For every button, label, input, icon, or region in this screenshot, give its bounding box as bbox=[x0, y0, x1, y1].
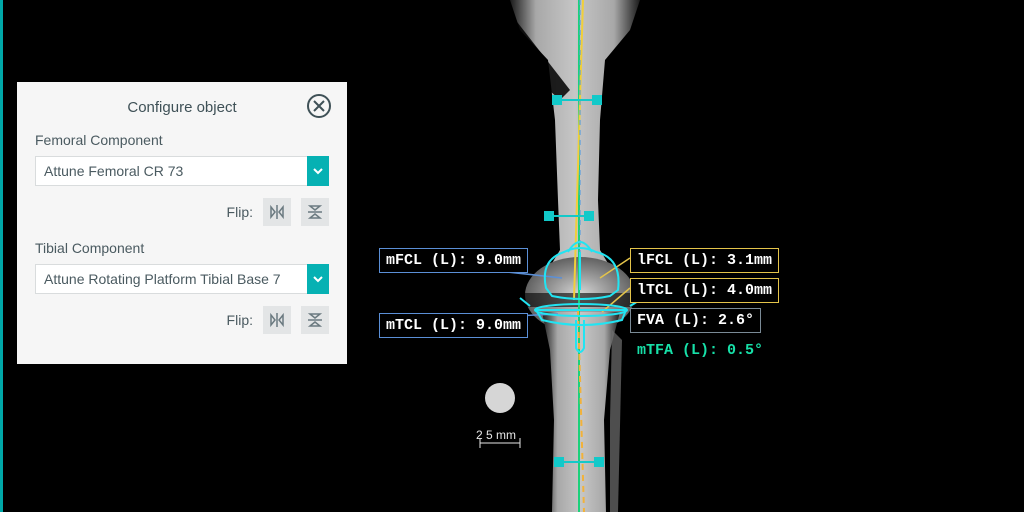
femoral-flip-vertical-button[interactable] bbox=[301, 198, 329, 226]
measurement-FVA[interactable]: FVA (L): 2.6° bbox=[630, 308, 761, 333]
panel-title: Configure object bbox=[127, 99, 236, 116]
flip-vertical-icon bbox=[306, 203, 324, 221]
femoral-label: Femoral Component bbox=[35, 132, 329, 148]
chevron-down-icon bbox=[313, 274, 323, 284]
measurement-lTCL[interactable]: lTCL (L): 4.0mm bbox=[630, 278, 779, 303]
measurement-mFCL[interactable]: mFCL (L): 9.0mm bbox=[379, 248, 528, 273]
tibial-flip-horizontal-button[interactable] bbox=[263, 306, 291, 334]
femoral-flip-label: Flip: bbox=[227, 204, 253, 220]
flip-horizontal-icon bbox=[268, 311, 286, 329]
femoral-select-caret[interactable] bbox=[307, 156, 329, 186]
configure-panel: Configure object Femoral Component Attun… bbox=[17, 82, 347, 364]
tibial-select-caret[interactable] bbox=[307, 264, 329, 294]
fibula bbox=[610, 330, 622, 512]
measurement-mTCL[interactable]: mTCL (L): 9.0mm bbox=[379, 313, 528, 338]
femoral-flip-horizontal-button[interactable] bbox=[263, 198, 291, 226]
accent-bar bbox=[0, 0, 3, 512]
flip-vertical-icon bbox=[306, 311, 324, 329]
chevron-down-icon bbox=[313, 166, 323, 176]
femoral-select-value: Attune Femoral CR 73 bbox=[35, 156, 307, 186]
measurement-mTFA[interactable]: mTFA (L): 0.5° bbox=[630, 338, 770, 363]
tibial-flip-vertical-button[interactable] bbox=[301, 306, 329, 334]
measurement-lFCL[interactable]: lFCL (L): 3.1mm bbox=[630, 248, 779, 273]
femoral-select[interactable]: Attune Femoral CR 73 bbox=[35, 156, 329, 186]
flip-horizontal-icon bbox=[268, 203, 286, 221]
tibial-select[interactable]: Attune Rotating Platform Tibial Base 7 bbox=[35, 264, 329, 294]
calibration-sphere bbox=[485, 383, 515, 413]
tibial-select-value: Attune Rotating Platform Tibial Base 7 bbox=[35, 264, 307, 294]
app-stage: 2 5 mm mFCL (L): 9.0mm mTCL (L): 9.0mm lFC… bbox=[0, 0, 1024, 512]
tibial-flip-label: Flip: bbox=[227, 312, 253, 328]
close-icon bbox=[313, 100, 325, 112]
tibial-label: Tibial Component bbox=[35, 240, 329, 256]
scale-label: 2 5 mm bbox=[476, 428, 516, 442]
close-button[interactable] bbox=[307, 94, 331, 118]
